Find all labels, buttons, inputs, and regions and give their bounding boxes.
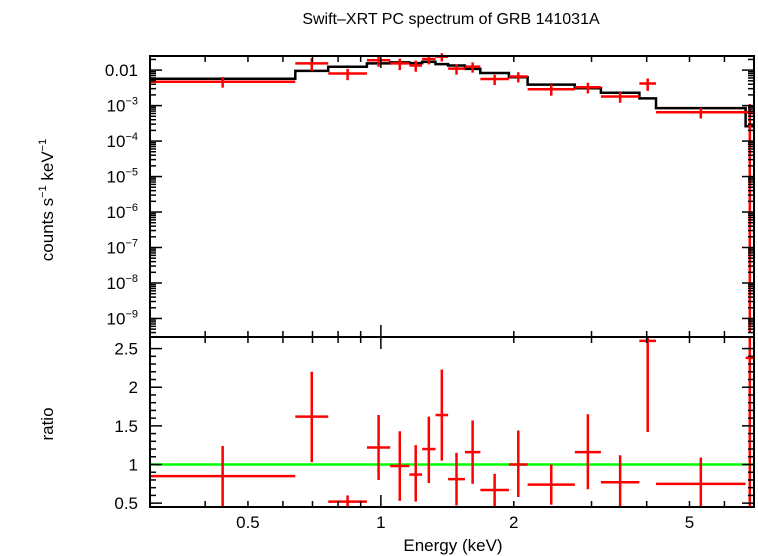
spectrum-point [435, 53, 449, 62]
ratio-point [295, 371, 329, 463]
ratio-point [480, 473, 509, 507]
spectrum-point [600, 92, 640, 103]
energy-x-tick-labels: 0.5 1 2 5 [236, 513, 694, 532]
y-tick-label: 10−4 [107, 131, 138, 151]
y-tick-label: 2.5 [114, 340, 138, 359]
spectrum-y-axis-title: counts s−1 keV−1 [37, 139, 57, 261]
spectrum-point [150, 76, 296, 88]
spectrum-point [745, 104, 754, 333]
model-step-line [150, 60, 754, 128]
spectrum-point [409, 60, 423, 72]
spectrum-point [527, 84, 575, 96]
ratio-point [390, 431, 410, 501]
ratio-frame [149, 336, 755, 508]
spectrum-point [639, 78, 657, 91]
spectrum-point [390, 58, 410, 71]
spectrum-point [508, 72, 528, 83]
spectrum-point [464, 62, 481, 73]
spectrum-point [656, 107, 746, 119]
ratio-y-axis-title: ratio [38, 407, 57, 440]
y-tick-label: 10−6 [107, 202, 138, 222]
model-curve [150, 60, 754, 128]
y-tick-label: 10−7 [107, 237, 138, 257]
ratio-point [508, 430, 528, 497]
spectrum-point [574, 82, 601, 94]
spectrum-point [448, 64, 465, 75]
y-tick-label: 10−3 [107, 96, 138, 116]
ratio-point [366, 415, 391, 480]
ratio-point [639, 337, 657, 433]
ratio-y-tick-labels: 0.5 1 1.5 2 2.5 [114, 340, 138, 514]
spectrum-point [366, 55, 391, 67]
spectrum-frame [149, 55, 755, 338]
y-tick-label: 1 [129, 456, 138, 475]
ratio-data-points [150, 337, 754, 507]
spectrum-data-points [150, 53, 754, 333]
ratio-point [448, 452, 465, 506]
y-tick-label: 1.5 [114, 417, 138, 436]
y-tick-label: 0.01 [105, 61, 138, 80]
x-tick-label: 2 [509, 513, 518, 532]
x-tick-label: 1 [376, 513, 385, 532]
spectrum-panel: 0.01 10−3 10−4 10−5 10−6 10−7 10−8 10−9 [105, 53, 755, 338]
y-tick-label: 0.5 [114, 494, 138, 513]
ratio-point [435, 369, 449, 461]
ratio-panel: 0.5 1 1.5 2 2.5 0.5 1 2 5 [114, 336, 755, 532]
ratio-point [464, 420, 481, 484]
spectrum-point [328, 68, 367, 81]
ratio-point [574, 414, 601, 490]
x-tick-label: 5 [685, 513, 694, 532]
ratio-point [745, 337, 754, 507]
y-tick-label: 10−8 [107, 273, 138, 293]
spectrum-point [480, 74, 509, 86]
y-tick-label: 2 [129, 378, 138, 397]
chart-title: Swift–XRT PC spectrum of GRB 141031A [302, 11, 600, 28]
ratio-point [422, 416, 436, 484]
spectrum-y-tick-labels: 0.01 10−3 10−4 10−5 10−6 10−7 10−8 10−9 [105, 61, 138, 328]
spectrum-axis-ticks [149, 56, 755, 338]
ratio-point [600, 455, 640, 507]
ratio-point [527, 464, 575, 505]
ratio-point [656, 457, 746, 507]
ratio-axis-ticks [149, 337, 755, 507]
y-tick-label: 10−9 [107, 308, 138, 328]
y-tick-label: 10−5 [107, 167, 138, 187]
ratio-point [409, 445, 423, 502]
x-tick-label: 0.5 [236, 513, 260, 532]
x-axis-title: Energy (keV) [403, 536, 502, 555]
ratio-point [150, 445, 296, 507]
